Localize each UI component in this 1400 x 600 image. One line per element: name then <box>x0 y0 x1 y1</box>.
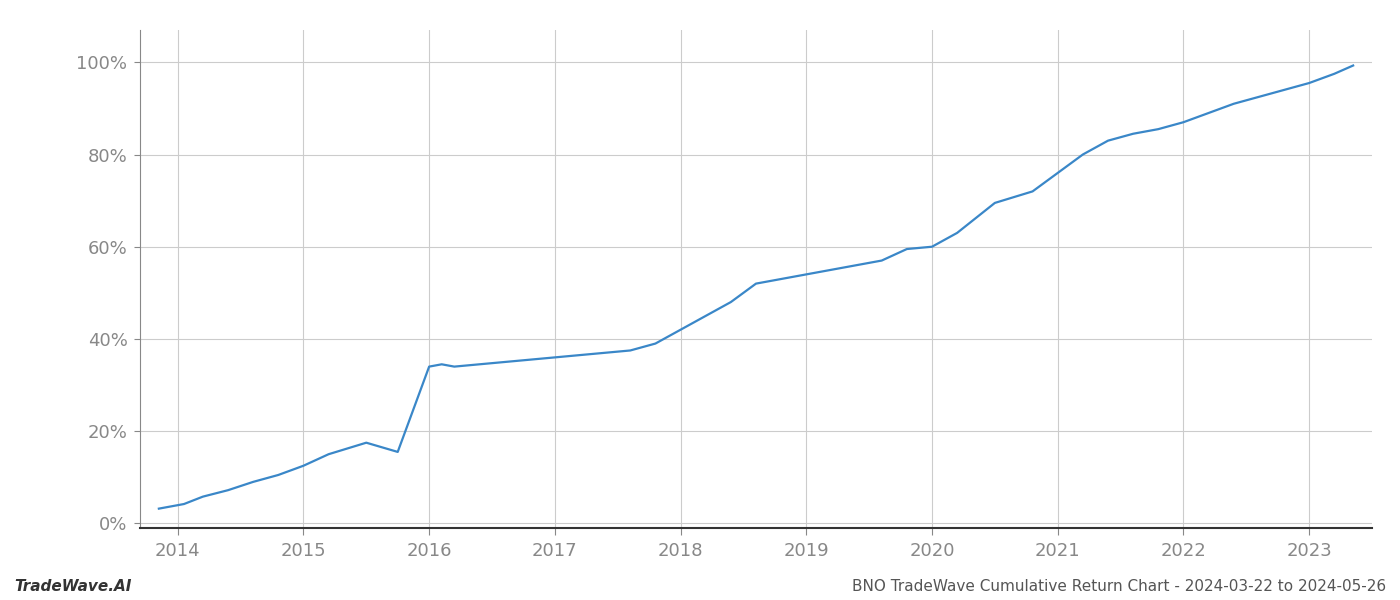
Text: BNO TradeWave Cumulative Return Chart - 2024-03-22 to 2024-05-26: BNO TradeWave Cumulative Return Chart - … <box>851 579 1386 594</box>
Text: TradeWave.AI: TradeWave.AI <box>14 579 132 594</box>
